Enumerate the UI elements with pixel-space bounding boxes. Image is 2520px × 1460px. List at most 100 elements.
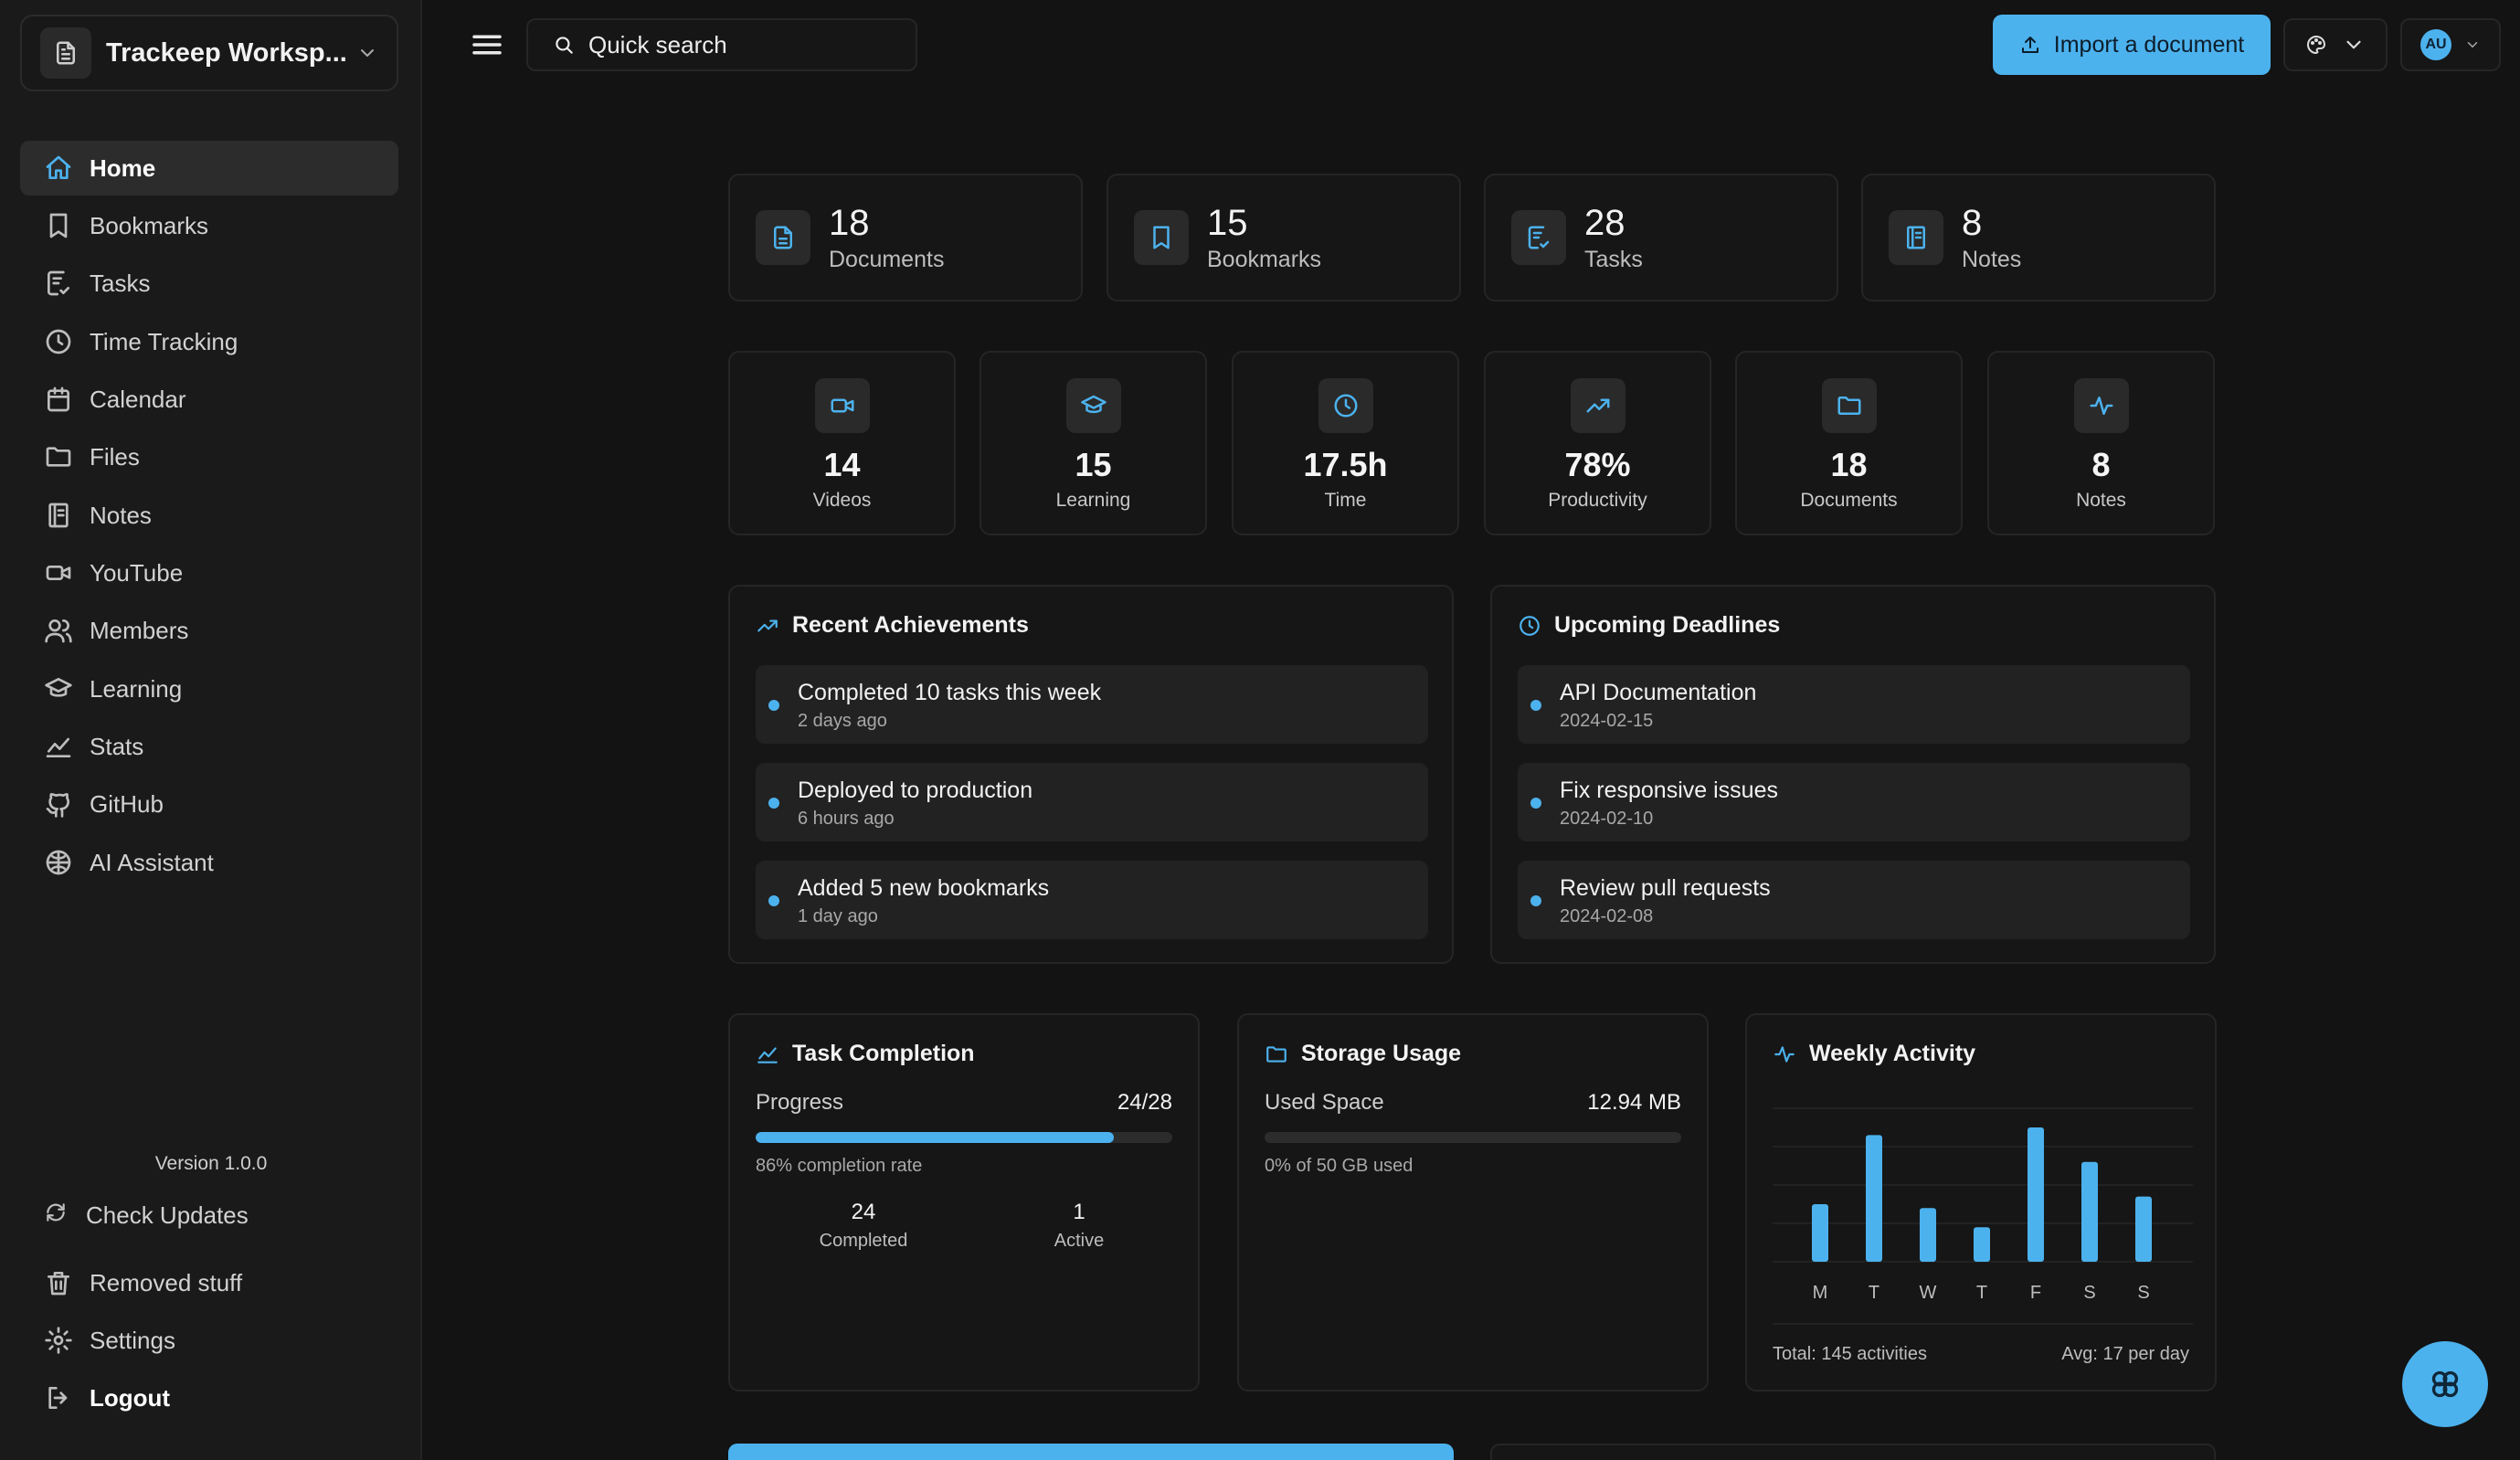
clock-icon [1318,378,1373,433]
mini-stat-value: 14 [823,446,861,483]
mini-stat-productivity[interactable]: 78% Productivity [1484,351,1711,535]
sidebar-item-learning[interactable]: Learning [20,661,398,716]
bookmark-icon [1134,210,1189,265]
sidebar-item-label: Calendar [90,385,186,413]
list-item[interactable]: Completed 10 tasks this week 2 days ago [756,665,1428,744]
sidebar-item-home[interactable]: Home [20,141,398,196]
chart-bar [1974,1227,1990,1262]
upload-icon [2019,34,2041,56]
stat-label: Documents [829,246,945,272]
check-updates-button[interactable]: Check Updates [20,1188,398,1243]
mini-stat-notes[interactable]: 8 Notes [1987,351,2215,535]
menu-toggle-button[interactable] [468,26,506,64]
bullet-dot [768,895,779,906]
stat-card-tasks[interactable]: 28 Tasks [1484,174,1838,302]
sidebar-item-label: YouTube [90,558,184,587]
chart-bar [1866,1135,1882,1262]
chevron-down-icon [2464,37,2481,53]
mini-stat-label: Videos [812,490,872,511]
sidebar-item-label: GitHub [90,789,164,818]
stat-value: 18 [829,202,870,243]
sidebar-item-files[interactable]: Files [20,429,398,484]
weekly-activity-panel: Weekly Activity M T W T F S S Total: 145 activ… [1745,1013,2217,1391]
mini-stat-time[interactable]: 17.5h Time [1232,351,1459,535]
list-item[interactable]: Added 5 new bookmarks 1 day ago [756,861,1428,939]
brain-icon [44,848,73,877]
panel-title: Weekly Activity [1773,1041,1975,1067]
import-document-button[interactable]: Import a document [1993,15,2271,75]
hamburger-icon [472,35,502,55]
settings-button[interactable]: Settings [20,1313,398,1368]
stats-icon [44,732,73,761]
mini-stat-videos[interactable]: 14 Videos [728,351,956,535]
sidebar-item-stats[interactable]: Stats [20,719,398,774]
mini-stat-learning[interactable]: 15 Learning [979,351,1207,535]
list-item-date: 2024-02-10 [1560,809,1654,829]
sidebar-item-youtube[interactable]: YouTube [20,545,398,600]
sidebar-item-tasks[interactable]: Tasks [20,256,398,311]
sidebar-item-calendar[interactable]: Calendar [20,372,398,427]
list-item[interactable]: Deployed to production 6 hours ago [756,763,1428,841]
sidebar-item-notes[interactable]: Notes [20,488,398,543]
mini-stat-value: 17.5h [1303,446,1388,483]
brain-icon [2427,1366,2463,1402]
ai-assistant-fab[interactable] [2402,1341,2488,1427]
calendar-icon [44,385,73,414]
sidebar-item-time-tracking[interactable]: Time Tracking [20,314,398,369]
activity-icon [1773,1042,1796,1066]
sidebar-item-ai-assistant[interactable]: AI Assistant [20,835,398,890]
search-bar[interactable] [526,18,917,71]
panel-title-text: Storage Usage [1301,1041,1462,1066]
list-item-time: 1 day ago [798,906,878,926]
mini-stat-documents[interactable]: 18 Documents [1735,351,1963,535]
panel-title: Task Completion [756,1041,975,1067]
list-item-title: Fix responsive issues [1560,778,1778,803]
stat-card-documents[interactable]: 18 Documents [728,174,1083,302]
task-completion-panel: Task Completion Progress 24/28 86% compl… [728,1013,1200,1391]
list-item-time: 2 days ago [798,711,887,731]
document-icon [756,210,810,265]
members-icon [44,616,73,645]
stat-label: Tasks [1584,246,1643,272]
mini-stat-label: Learning [1055,490,1131,511]
graduation-cap-icon [1065,378,1121,433]
panel-title-text: Upcoming Deadlines [1554,612,1781,638]
sidebar-item-label: Bookmarks [90,211,209,239]
active-label: Active [1054,1231,1105,1251]
stat-value: 15 [1207,202,1248,243]
logout-icon [44,1383,73,1412]
chart-x-tick-label: S [2137,1283,2149,1303]
user-menu-button[interactable]: AU [2400,18,2501,71]
workspace-switcher[interactable]: Trackeep Worksp... [20,15,398,91]
video-icon [814,378,870,433]
removed-stuff-button[interactable]: Removed stuff [20,1255,398,1310]
chart-bar [2081,1161,2098,1262]
list-item[interactable]: Fix responsive issues 2024-02-10 [1518,763,2190,841]
palette-icon [2305,34,2327,56]
stat-card-notes[interactable]: 8 Notes [1861,174,2216,302]
chart-x-tick-label: S [2083,1283,2095,1303]
theme-switcher-button[interactable] [2283,18,2388,71]
sidebar-item-label: Learning [90,674,183,703]
stat-card-bookmarks[interactable]: 15 Bookmarks [1106,174,1461,302]
chart-bar [1920,1208,1936,1262]
list-item-time: 6 hours ago [798,809,895,829]
github-icon [44,789,73,819]
gear-icon [44,1326,73,1355]
bullet-dot [768,700,779,711]
sidebar-item-label: Tasks [90,269,151,297]
logout-button[interactable]: Logout [20,1370,398,1425]
used-space-row: Used Space 12.94 MB [1265,1090,1681,1116]
chart-bar [2135,1196,2152,1262]
sidebar-item-bookmarks[interactable]: Bookmarks [20,198,398,253]
search-input[interactable] [588,30,899,59]
version-label: Version 1.0.0 [154,1153,268,1174]
list-item[interactable]: Review pull requests 2024-02-08 [1518,861,2190,939]
sidebar-item-label: Time Tracking [90,327,238,355]
list-item[interactable]: API Documentation 2024-02-15 [1518,665,2190,744]
sidebar-item-members[interactable]: Members [20,603,398,658]
task-icon [44,269,73,298]
panel-title: Upcoming Deadlines [1518,612,1780,639]
chart-bar [1812,1204,1828,1262]
sidebar-item-github[interactable]: GitHub [20,777,398,831]
